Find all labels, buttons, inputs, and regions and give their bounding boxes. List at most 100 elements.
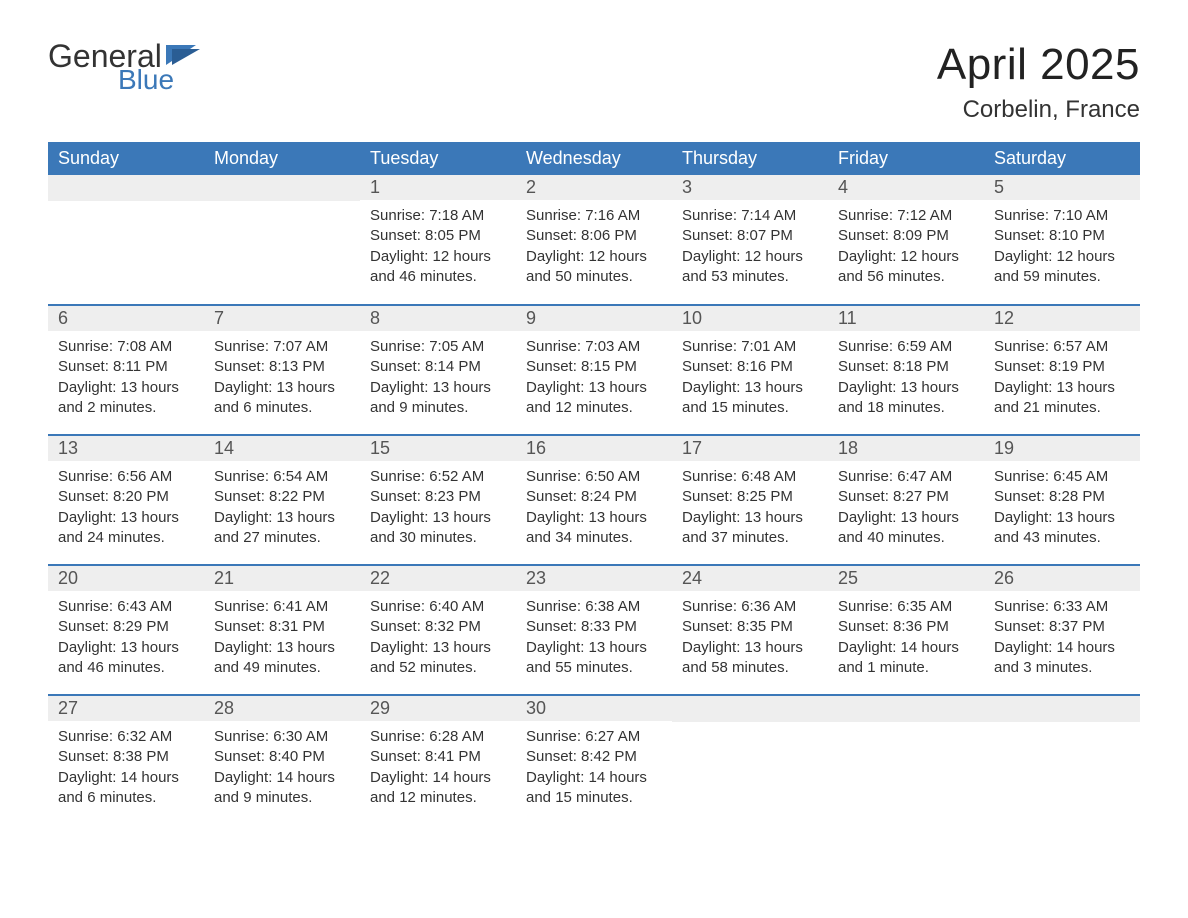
sunset-line: Sunset: 8:41 PM [370,747,506,767]
daylight-line: Daylight: 13 hours and 37 minutes. [682,508,818,549]
sunrise-line: Sunrise: 6:28 AM [370,727,506,747]
calendar-body: 1 Sunrise: 7:18 AMSunset: 8:05 PM Daylight… [48,175,1140,825]
daylight-line: Daylight: 13 hours and 49 minutes. [214,638,350,679]
day-details: Sunrise: 6:48 AMSunset: 8:25 PMDaylight:… [672,461,828,558]
sunrise-line: Sunrise: 6:45 AM [994,467,1130,487]
sunset-line: Sunset: 8:18 PM [838,357,974,377]
day-number: 13 [48,436,204,461]
sunset-line: Sunset: 8:32 PM [370,617,506,637]
day-number: 30 [516,696,672,721]
calendar-cell: 22Sunrise: 6:40 AMSunset: 8:32 PMDayligh… [360,565,516,695]
day-details: Sunrise: 6:28 AMSunset: 8:41 PMDaylight:… [360,721,516,818]
day-number: 14 [204,436,360,461]
day-number: 17 [672,436,828,461]
calendar-cell: 30Sunrise: 6:27 AMSunset: 8:42 PMDayligh… [516,695,672,825]
sunset-line: Sunset: 8:25 PM [682,487,818,507]
day-number: 23 [516,566,672,591]
day-number: 1 [360,175,516,200]
day-details: Sunrise: 6:59 AMSunset: 8:18 PMDaylight:… [828,331,984,428]
day-number-empty [204,175,360,201]
day-number: 2 [516,175,672,200]
day-details: Sunrise: 6:33 AMSunset: 8:37 PMDaylight:… [984,591,1140,688]
weekday-header: Saturday [984,142,1140,175]
daylight-line: Daylight: 13 hours and 52 minutes. [370,638,506,679]
daylight-line: Daylight: 14 hours and 3 minutes. [994,638,1130,679]
day-number-empty [48,175,204,201]
sunset-line: Sunset: 8:11 PM [58,357,194,377]
calendar-cell: 24Sunrise: 6:36 AMSunset: 8:35 PMDayligh… [672,565,828,695]
day-details: Sunrise: 7:12 AMSunset: 8:09 PMDaylight:… [828,200,984,297]
day-details: Sunrise: 6:57 AMSunset: 8:19 PMDaylight:… [984,331,1140,428]
weekday-header: Monday [204,142,360,175]
day-details: Sunrise: 6:36 AMSunset: 8:35 PMDaylight:… [672,591,828,688]
daylight-line: Daylight: 12 hours and 59 minutes. [994,247,1130,288]
day-details: Sunrise: 6:30 AMSunset: 8:40 PMDaylight:… [204,721,360,818]
title-block: April 2025 Corbelin, France [937,40,1140,124]
day-number-empty [672,696,828,722]
day-details: Sunrise: 6:47 AMSunset: 8:27 PMDaylight:… [828,461,984,558]
sunrise-line: Sunrise: 6:35 AM [838,597,974,617]
sunrise-line: Sunrise: 7:08 AM [58,337,194,357]
calendar-cell: 2Sunrise: 7:16 AMSunset: 8:06 PMDaylight… [516,175,672,305]
day-number: 27 [48,696,204,721]
day-number: 29 [360,696,516,721]
sunset-line: Sunset: 8:22 PM [214,487,350,507]
calendar-cell: 1Sunrise: 7:18 AMSunset: 8:05 PMDaylight… [360,175,516,305]
calendar-cell: 15Sunrise: 6:52 AMSunset: 8:23 PMDayligh… [360,435,516,565]
daylight-line: Daylight: 13 hours and 24 minutes. [58,508,194,549]
daylight-line: Daylight: 13 hours and 46 minutes. [58,638,194,679]
sunrise-line: Sunrise: 7:18 AM [370,206,506,226]
daylight-line: Daylight: 14 hours and 9 minutes. [214,768,350,809]
sunset-line: Sunset: 8:37 PM [994,617,1130,637]
day-details: Sunrise: 7:05 AMSunset: 8:14 PMDaylight:… [360,331,516,428]
weekday-header: Friday [828,142,984,175]
sunrise-line: Sunrise: 6:54 AM [214,467,350,487]
calendar-cell: 11Sunrise: 6:59 AMSunset: 8:18 PMDayligh… [828,305,984,435]
daylight-line: Daylight: 13 hours and 30 minutes. [370,508,506,549]
calendar-row: 6Sunrise: 7:08 AMSunset: 8:11 PMDaylight… [48,305,1140,435]
calendar-cell: 7Sunrise: 7:07 AMSunset: 8:13 PMDaylight… [204,305,360,435]
sunrise-line: Sunrise: 6:57 AM [994,337,1130,357]
daylight-line: Daylight: 13 hours and 18 minutes. [838,378,974,419]
day-number-empty [828,696,984,722]
calendar-cell: 27Sunrise: 6:32 AMSunset: 8:38 PMDayligh… [48,695,204,825]
calendar-cell [48,175,204,305]
day-details: Sunrise: 6:45 AMSunset: 8:28 PMDaylight:… [984,461,1140,558]
day-details: Sunrise: 7:16 AMSunset: 8:06 PMDaylight:… [516,200,672,297]
day-details: Sunrise: 6:43 AMSunset: 8:29 PMDaylight:… [48,591,204,688]
day-number: 4 [828,175,984,200]
daylight-line: Daylight: 12 hours and 50 minutes. [526,247,662,288]
day-details: Sunrise: 6:56 AMSunset: 8:20 PMDaylight:… [48,461,204,558]
calendar-cell: 14Sunrise: 6:54 AMSunset: 8:22 PMDayligh… [204,435,360,565]
sunset-line: Sunset: 8:10 PM [994,226,1130,246]
sunrise-line: Sunrise: 6:30 AM [214,727,350,747]
calendar-cell [984,695,1140,825]
sunset-line: Sunset: 8:09 PM [838,226,974,246]
calendar-row: 27Sunrise: 6:32 AMSunset: 8:38 PMDayligh… [48,695,1140,825]
sunrise-line: Sunrise: 6:52 AM [370,467,506,487]
calendar-cell: 19Sunrise: 6:45 AMSunset: 8:28 PMDayligh… [984,435,1140,565]
day-number: 3 [672,175,828,200]
sunset-line: Sunset: 8:19 PM [994,357,1130,377]
day-number: 15 [360,436,516,461]
sunset-line: Sunset: 8:28 PM [994,487,1130,507]
month-title: April 2025 [937,40,1140,90]
sunset-line: Sunset: 8:05 PM [370,226,506,246]
sunrise-line: Sunrise: 6:47 AM [838,467,974,487]
sunrise-line: Sunrise: 7:01 AM [682,337,818,357]
day-number: 21 [204,566,360,591]
calendar-row: 13Sunrise: 6:56 AMSunset: 8:20 PMDayligh… [48,435,1140,565]
day-number: 16 [516,436,672,461]
day-number: 8 [360,306,516,331]
daylight-line: Daylight: 13 hours and 15 minutes. [682,378,818,419]
sunset-line: Sunset: 8:38 PM [58,747,194,767]
sunrise-line: Sunrise: 6:43 AM [58,597,194,617]
sunset-line: Sunset: 8:15 PM [526,357,662,377]
sunrise-line: Sunrise: 6:41 AM [214,597,350,617]
weekday-header: Wednesday [516,142,672,175]
daylight-line: Daylight: 13 hours and 55 minutes. [526,638,662,679]
day-number: 9 [516,306,672,331]
daylight-line: Daylight: 13 hours and 12 minutes. [526,378,662,419]
sunset-line: Sunset: 8:29 PM [58,617,194,637]
sunrise-line: Sunrise: 6:38 AM [526,597,662,617]
